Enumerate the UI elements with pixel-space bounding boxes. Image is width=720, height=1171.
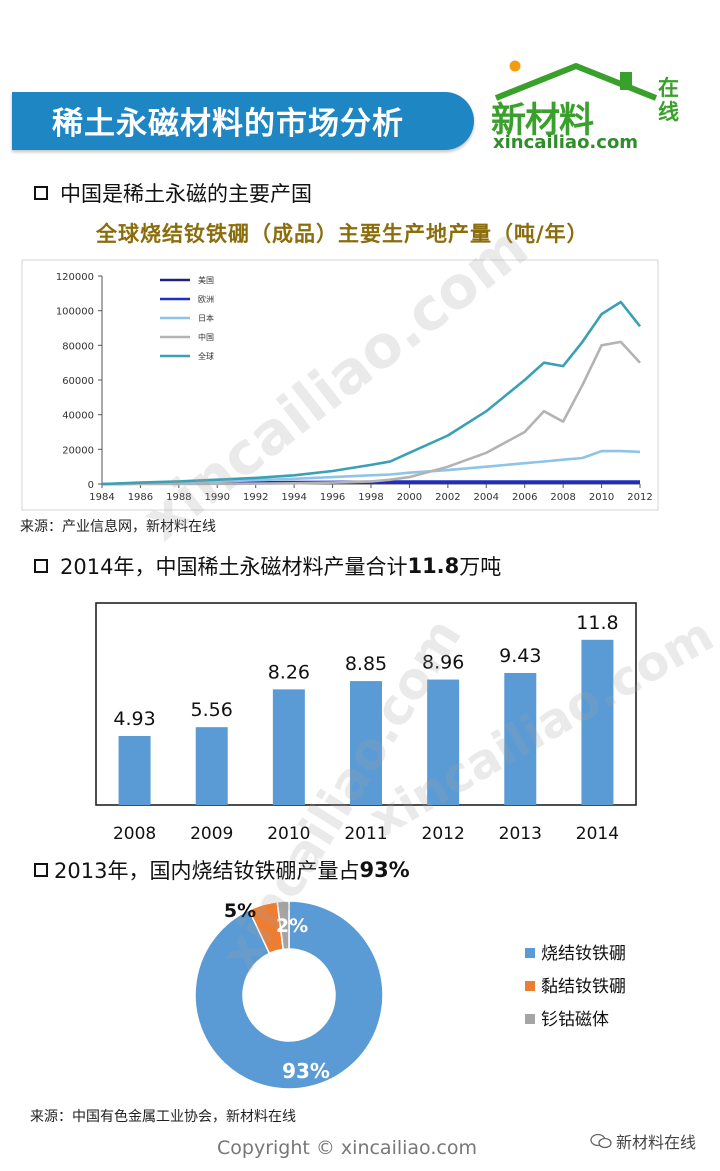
- bar-category-label: 2012: [422, 824, 465, 844]
- series-line: [102, 340, 641, 486]
- source-note-2: 来源：中国有色金属工业协会，新材料在线: [30, 1109, 296, 1125]
- plot-frame: [21, 259, 659, 511]
- bar-value-label: 9.43: [499, 645, 541, 667]
- title-banner: 稀土永磁材料的市场分析: [12, 92, 474, 150]
- slice-label: 2%: [276, 915, 308, 937]
- line-chart: 0 20000 40000 60000 80000 100000 120000 1984 198…: [21, 259, 659, 511]
- site-logo[interactable]: 新材料 在线 xincailiao.com: [488, 54, 708, 158]
- legend-swatch: [525, 948, 535, 958]
- bar-category-label: 2013: [499, 824, 542, 844]
- legend-label: 钐钴磁体: [541, 1010, 609, 1030]
- section3-heading-value: 93%: [359, 858, 410, 882]
- section2-heading-prefix: 2014年，中国稀土永磁材料产量合计: [60, 555, 408, 579]
- logo-url: xincailiao.com: [493, 132, 639, 153]
- legend-label: 黏结钕铁硼: [541, 977, 626, 997]
- source-note-1: 来源：产业信息网，新材料在线: [20, 519, 216, 535]
- legend-label: 日本: [198, 313, 214, 323]
- logo-side-text: 在线: [658, 76, 679, 124]
- x-tick-label: 2006: [512, 492, 537, 503]
- y-tick-label: 60000: [62, 376, 94, 387]
- legend-swatch: [525, 981, 535, 991]
- x-tick-label: 2012: [627, 492, 652, 503]
- donut-slice: [194, 900, 384, 1090]
- checkbox-square-icon: [34, 863, 48, 877]
- y-tick-label: 20000: [62, 445, 94, 456]
- bar-value-label: 4.93: [113, 708, 155, 730]
- x-tick-label: 1996: [320, 492, 345, 503]
- legend-label: 欧洲: [198, 294, 214, 304]
- y-tick-label: 100000: [56, 307, 94, 318]
- series-line: [101, 449, 641, 486]
- legend-swatch: [525, 1014, 535, 1024]
- x-tick-label: 2002: [435, 492, 460, 503]
- bar: [272, 689, 305, 805]
- logo-text: 新材料: [491, 101, 594, 141]
- logo-roof-icon: [494, 60, 658, 101]
- section1-heading: 中国是稀土永磁的主要产国: [34, 178, 312, 208]
- legend-label: 烧结钕铁硼: [541, 944, 626, 964]
- x-tick-label: 2004: [474, 492, 499, 503]
- x-tick-label: 2008: [550, 492, 575, 503]
- x-tick-label: 1988: [166, 492, 191, 503]
- bar-category-label: 2014: [576, 824, 619, 844]
- bar: [504, 672, 537, 805]
- checkbox-square-icon: [34, 559, 48, 573]
- bar-value-label: 8.96: [422, 652, 464, 674]
- y-tick-label: 80000: [62, 341, 94, 352]
- section2-heading-value: 11.8: [407, 554, 460, 578]
- series-line: [101, 300, 642, 486]
- legend-label: 中国: [198, 332, 214, 342]
- bar: [195, 727, 228, 805]
- donut-slice: [276, 900, 290, 951]
- line-chart-title: 全球烧结钕铁硼（成品）主要生产地产量（吨/年）: [96, 222, 589, 246]
- section2-heading-suffix: 万吨: [459, 555, 502, 579]
- x-tick-label: 1992: [243, 492, 268, 503]
- bar: [581, 639, 614, 805]
- x-tick-label: 2010: [589, 492, 614, 503]
- bar: [427, 679, 460, 805]
- x-tick-label: 1984: [89, 492, 114, 503]
- wechat-icon: [590, 1133, 612, 1149]
- bar-value-label: 5.56: [191, 699, 233, 721]
- x-tick-label: 1994: [281, 492, 306, 503]
- bar-chart: 4.93 2008 5.56 2009 8.26 2010 8.85 2011 8.96 2012…: [95, 602, 637, 844]
- x-tick-label: 1998: [358, 492, 383, 503]
- page-title: 稀土永磁材料的市场分析: [52, 106, 404, 142]
- x-tick-label: 1986: [128, 492, 153, 503]
- wechat-name: 新材料在线: [616, 1133, 697, 1152]
- x-tick-label: 1990: [205, 492, 230, 503]
- legend-label: 美国: [198, 275, 214, 285]
- bar-category-label: 2011: [344, 824, 387, 844]
- y-tick-label: 120000: [56, 272, 94, 283]
- y-tick-label: 0: [88, 480, 94, 491]
- bar-value-label: 8.85: [345, 653, 387, 675]
- y-tick-label: 40000: [62, 411, 94, 422]
- bar-category-label: 2009: [190, 824, 233, 844]
- section3-heading-prefix: 2013年，国内烧结钕铁硼产量占: [54, 859, 360, 883]
- bar-value-label: 8.26: [268, 661, 310, 683]
- section2-heading: 2014年，中国稀土永磁材料产量合计 11.8 万吨: [34, 551, 501, 581]
- bar-value-label: 11.8: [576, 612, 618, 634]
- checkbox-square-icon: [34, 186, 48, 200]
- bar-category-label: 2010: [267, 824, 310, 844]
- copyright-text: Copyright © xincailiao.com: [217, 1137, 477, 1159]
- x-tick-label: 2000: [397, 492, 422, 503]
- bar: [350, 681, 382, 805]
- bar-category-label: 2008: [113, 824, 156, 844]
- bar: [118, 735, 151, 805]
- legend-label: 全球: [198, 351, 214, 361]
- slice-label: 93%: [282, 1059, 330, 1083]
- wechat-account[interactable]: 新材料在线: [590, 1129, 696, 1153]
- slice-label: 5%: [224, 900, 256, 922]
- section1-heading-text: 中国是稀土永磁的主要产国: [60, 182, 312, 206]
- section3-heading: 2013年，国内烧结钕铁硼产量占 93%: [34, 855, 410, 885]
